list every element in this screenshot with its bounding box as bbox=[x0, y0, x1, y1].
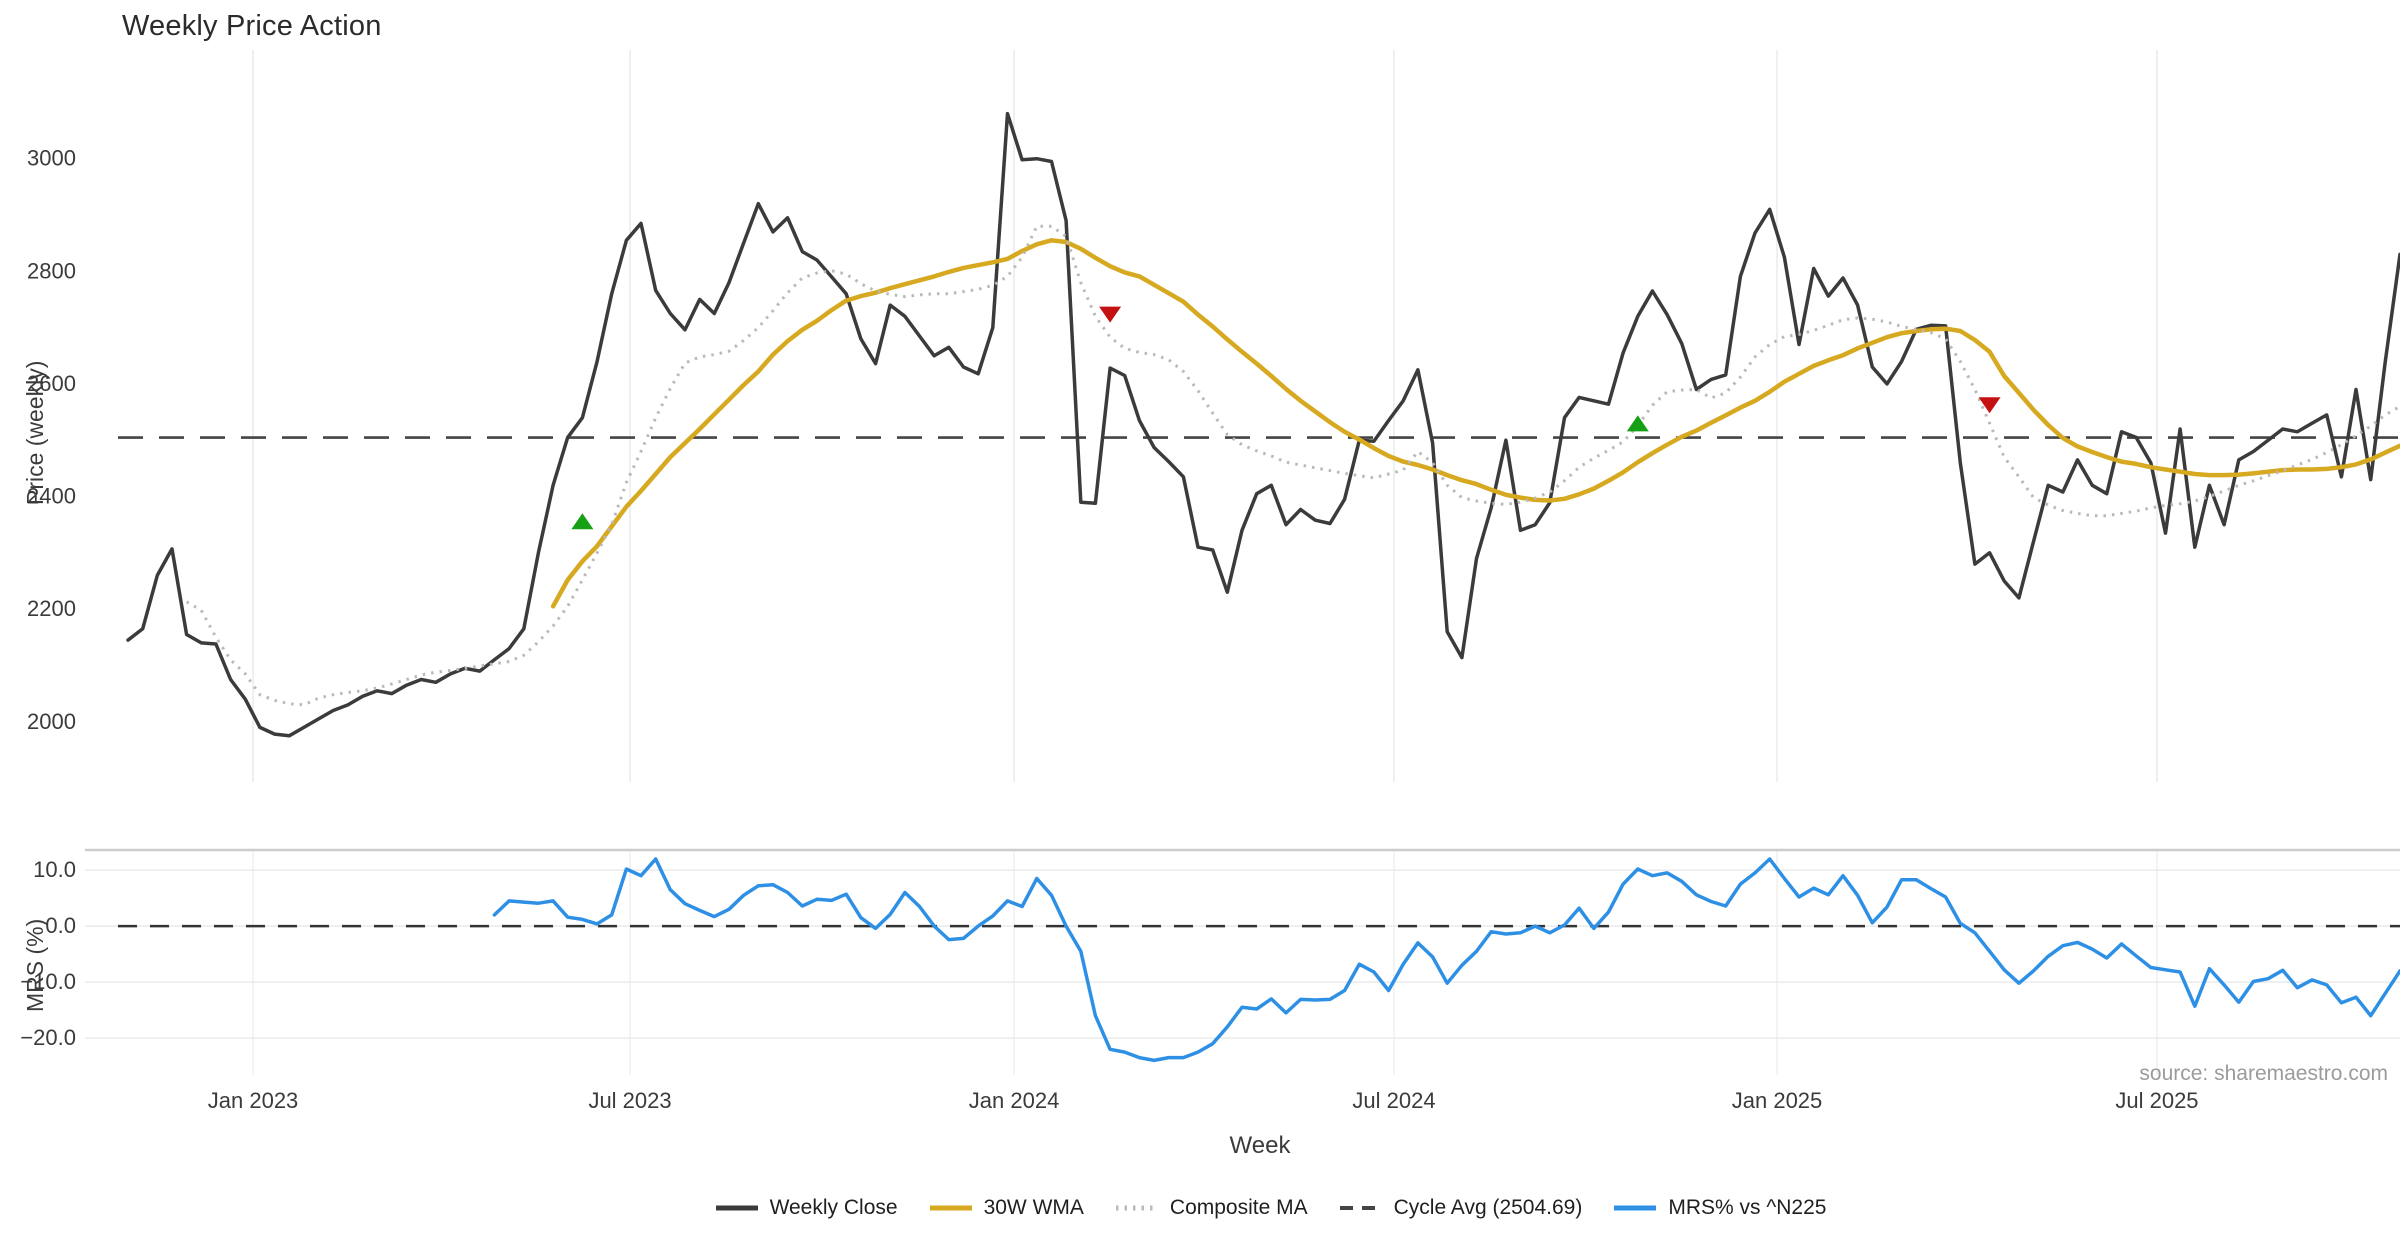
price-tick-label: 2000 bbox=[27, 709, 76, 734]
mrs-tick-label: 10.0 bbox=[33, 857, 76, 882]
legend-item: Weekly Close bbox=[714, 1196, 898, 1220]
legend-item: Composite MA bbox=[1114, 1196, 1308, 1220]
x-tick-label: Jul 2023 bbox=[588, 1088, 671, 1113]
weekly-close-line bbox=[126, 111, 2400, 738]
x-tick-label: Jan 2024 bbox=[969, 1088, 1060, 1113]
sell-signal-marker bbox=[1099, 306, 1122, 323]
source-credit: source: sharemaestro.com bbox=[2139, 1062, 2388, 1085]
legend-label: Cycle Avg (2504.69) bbox=[1393, 1196, 1583, 1219]
price-tick-label: 2600 bbox=[27, 371, 76, 396]
x-tick-label: Jul 2024 bbox=[1352, 1088, 1435, 1113]
mrs-vs-n225-line bbox=[492, 857, 2400, 1063]
x-tick-label: Jan 2023 bbox=[208, 1088, 299, 1113]
mrs-tick-label: −10.0 bbox=[20, 969, 76, 994]
legend: Weekly Close 30W WMA Composite MA Cycle Avg… bbox=[0, 1196, 2400, 1220]
legend-swatch-dotted bbox=[1115, 1205, 1158, 1211]
price-tick-label: 2400 bbox=[27, 484, 76, 509]
chart-title: Weekly Price Action bbox=[122, 10, 382, 42]
30w-wma-line bbox=[550, 238, 2400, 609]
legend-label: Composite MA bbox=[1169, 1196, 1308, 1219]
legend-label: 30W WMA bbox=[983, 1196, 1084, 1219]
buy-signal-marker bbox=[571, 513, 594, 530]
mrs-tick-label: 0.0 bbox=[45, 913, 76, 938]
legend-item: MRS% vs ^N225 bbox=[1612, 1196, 1826, 1220]
x-axis-label: Week bbox=[1229, 1132, 1291, 1159]
x-tick-label: Jul 2025 bbox=[2115, 1088, 2198, 1113]
legend-swatch-solid bbox=[715, 1205, 758, 1211]
legend-label: MRS% vs ^N225 bbox=[1668, 1196, 1827, 1219]
price-tick-label: 3000 bbox=[27, 146, 76, 171]
sell-signal-marker bbox=[1978, 397, 2001, 414]
legend-swatch-dashed bbox=[1339, 1206, 1382, 1210]
buy-signal-marker bbox=[1626, 415, 1649, 432]
price-tick-label: 2800 bbox=[27, 258, 76, 283]
price-axis-label: Price (weekly) bbox=[22, 360, 48, 505]
legend-item: Cycle Avg (2504.69) bbox=[1338, 1196, 1583, 1220]
x-tick-label: Jan 2025 bbox=[1732, 1088, 1823, 1113]
legend-swatch-solid bbox=[1614, 1205, 1657, 1211]
legend-label: Weekly Close bbox=[769, 1196, 898, 1219]
mrs-tick-label: −20.0 bbox=[20, 1025, 76, 1050]
price-tick-label: 2200 bbox=[27, 596, 76, 621]
legend-swatch-solid bbox=[929, 1205, 972, 1211]
legend-item: 30W WMA bbox=[928, 1196, 1084, 1220]
mrs-axis-label: MRS (%) bbox=[22, 918, 48, 1012]
